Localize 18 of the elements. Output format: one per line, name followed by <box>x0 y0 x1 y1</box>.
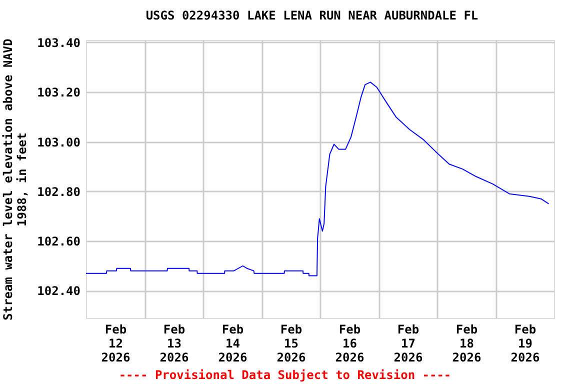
y-tick-label: 103.00 <box>37 135 80 150</box>
text: ---- Provisional Data Subject to Revision ---- <box>118 368 452 382</box>
x-tick-label: Feb 12 2026 <box>101 322 130 364</box>
x-tick-label: Feb 19 2026 <box>510 322 540 364</box>
y-tick-label: 102.60 <box>37 234 80 249</box>
chart-title: USGS 02294330 LAKE LENA RUN NEAR AUBURNDALE FL <box>146 8 478 22</box>
y-tick-label: 103.20 <box>37 86 80 100</box>
line-series <box>86 82 550 276</box>
y-axis-title: Stream water level elevation above NAVD 1988, in feet <box>1 38 30 320</box>
y-tick-label: 103.40 <box>37 36 80 50</box>
x-tick-label: Feb 15 2026 <box>276 322 306 364</box>
x-tick-label: Feb 13 2026 <box>160 322 189 364</box>
x-tick-label: Feb 14 2026 <box>218 322 248 364</box>
x-tick-label: Feb 18 2026 <box>452 322 482 364</box>
x-tick-label: Feb 16 2026 <box>335 322 364 364</box>
x-tick-label: Feb 17 2026 <box>394 322 423 364</box>
y-tick-label: 102.80 <box>37 184 80 199</box>
y-tick-label: 102.40 <box>37 284 80 298</box>
